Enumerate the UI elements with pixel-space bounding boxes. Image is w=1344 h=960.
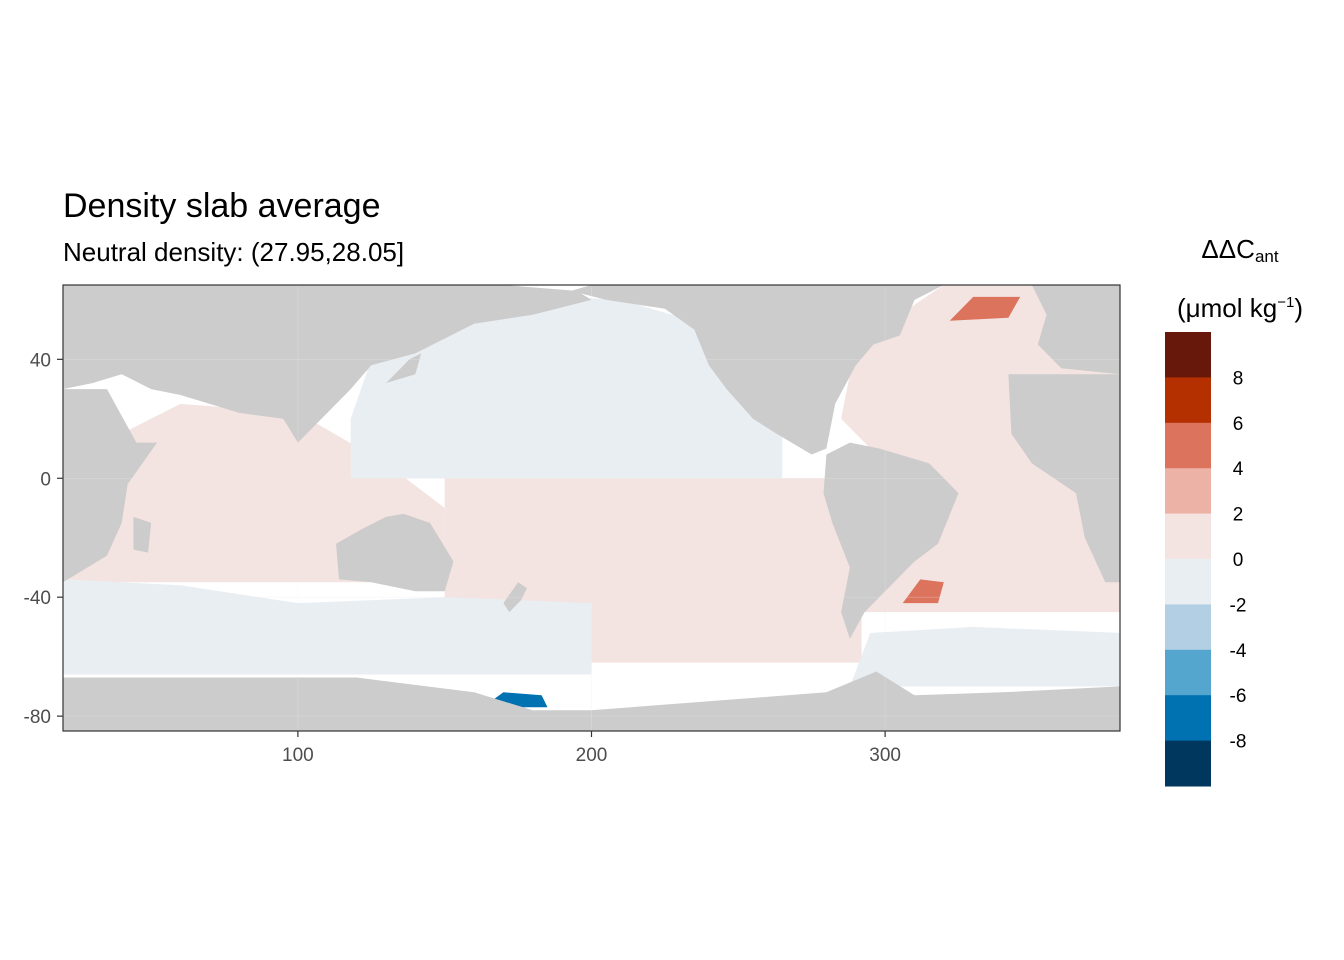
legend-title-line-1: ΔΔCant [1201, 234, 1279, 266]
land-mass [823, 442, 959, 639]
legend-title: ΔΔCant (μmol kg−1) [1150, 226, 1330, 331]
legend-break-label: -4 [1230, 641, 1247, 662]
legend-break-label: 2 [1233, 505, 1244, 526]
y-axis: 40 0 -40 -80 [24, 350, 63, 728]
legend-swatch [1165, 332, 1211, 378]
color-legend: 8 6 4 2 0 -2 -4 -6 -8 [1165, 332, 1247, 787]
y-tick-label: -80 [24, 707, 51, 728]
chart-subtitle: Neutral density: (27.95,28.05] [63, 237, 405, 267]
legend-swatch [1165, 604, 1211, 651]
legend-break-label: -6 [1230, 686, 1247, 707]
land-mass [63, 389, 157, 583]
x-axis: 100 200 300 [282, 731, 901, 766]
ocean-region [63, 579, 592, 675]
legend-swatch [1165, 695, 1211, 742]
legend-swatch [1165, 513, 1211, 560]
land-mass [63, 285, 592, 443]
grid-lines [63, 285, 1120, 731]
ocean-region [350, 293, 783, 479]
y-tick-label: 0 [40, 469, 51, 490]
legend-swatch [1165, 559, 1211, 605]
legend-title-line-2: (μmol kg−1) [1176, 293, 1303, 323]
land-mass [386, 353, 422, 384]
legend-break-label: -2 [1230, 595, 1247, 616]
x-tick-label: 300 [869, 745, 901, 766]
y-tick-label: 40 [30, 350, 51, 371]
y-tick-label: -40 [24, 588, 51, 609]
x-tick-label: 200 [576, 745, 608, 766]
ocean-region [949, 296, 1021, 321]
legend-swatch [1165, 377, 1211, 424]
land-mass [503, 582, 527, 613]
legend-swatch [1165, 740, 1211, 787]
chart-title: Density slab average [63, 187, 381, 225]
legend-swatch [1165, 649, 1211, 696]
land-mass [133, 516, 152, 553]
x-tick-label: 100 [282, 745, 314, 766]
map-layers [63, 285, 1120, 731]
legend-break-label: 0 [1233, 550, 1244, 571]
legend-swatch [1165, 422, 1211, 469]
legend-break-label: 4 [1233, 459, 1244, 480]
legend-break-label: 8 [1233, 368, 1244, 389]
land-mass [570, 285, 944, 455]
legend-swatch [1165, 468, 1211, 515]
ocean-region [849, 626, 1120, 687]
ocean-region [902, 579, 944, 604]
legend-break-label: 6 [1233, 414, 1244, 435]
land-mass [336, 513, 454, 592]
map-panel [62, 284, 1121, 732]
land-mass [63, 671, 1120, 731]
land-mass [1008, 374, 1120, 583]
land-mass [1031, 285, 1120, 375]
legend-break-label: -8 [1230, 732, 1247, 753]
